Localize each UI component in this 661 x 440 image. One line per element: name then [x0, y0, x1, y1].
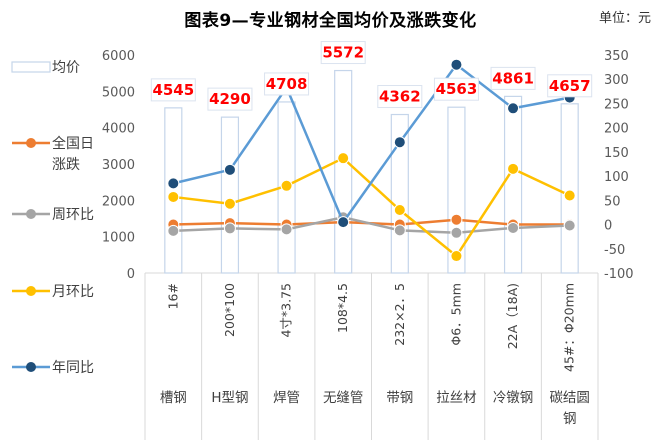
category-spec-label: 108*4.5 [335, 283, 350, 333]
left-tick-label: 0 [127, 267, 135, 282]
lines [167, 58, 576, 263]
category-spec-label: 16# [165, 283, 180, 309]
left-tick-label: 5000 [102, 85, 135, 100]
weekly-change-point [450, 226, 463, 239]
legend-label: 月环比 [52, 284, 94, 300]
weekly-change-point [223, 222, 236, 235]
data-label-box [377, 85, 423, 109]
chart-title: 图表9—专业钢材全国均价及涨跌变化 [184, 11, 477, 31]
yearly-change-point [223, 163, 236, 176]
yearly-change-point [450, 58, 463, 71]
legend-swatch-price [11, 61, 51, 73]
yearly-change-line [173, 62, 570, 225]
category-name-label: 拉丝材 [436, 390, 477, 406]
category-name-label: 带钢 [386, 390, 413, 406]
category-name-label: H型钢 [211, 390, 248, 406]
data-label: 4708 [266, 75, 308, 93]
right-tick-label: 300 [604, 73, 629, 88]
legend-label: 均价 [52, 60, 80, 76]
yearly-change-point [337, 216, 350, 229]
weekly-change-line [173, 216, 570, 235]
data-label: 4362 [379, 88, 421, 106]
legend-label: 年同比 [52, 360, 94, 376]
weekly-change-point [167, 224, 180, 237]
monthly-change-point [223, 197, 236, 210]
data-label: 4563 [436, 80, 478, 98]
weekly-change-point [563, 219, 576, 232]
bar-price [503, 95, 523, 274]
axes: 0 1000 2000 3000 4000 5000 6000 -100 -50 0 50 100 15… [102, 49, 634, 440]
data-label-box [264, 72, 310, 96]
monthly-change-point [450, 250, 463, 263]
right-tick-label: -100 [604, 267, 634, 282]
left-tick-label: 4000 [102, 122, 135, 137]
left-tick-label: 3000 [102, 158, 135, 173]
monthly-change-point [280, 179, 293, 192]
data-label-box [547, 74, 593, 98]
category-spec-label: Φ6．5mm [448, 283, 463, 346]
data-label-box [207, 87, 253, 111]
data-label-box [150, 78, 196, 102]
monthly-change-point [393, 204, 406, 217]
bar-price [560, 103, 579, 274]
right-tick-label: 50 [604, 194, 621, 209]
data-label-box [490, 66, 536, 90]
right-tick-label: 200 [604, 122, 629, 137]
bar-price [334, 69, 353, 274]
right-tick-label: 350 [604, 49, 629, 64]
daily-change-point [450, 213, 463, 226]
left-tick-label: 2000 [102, 194, 135, 209]
category-spec-label: 4寸*3.75 [279, 283, 294, 338]
legend-swatch-marker [26, 138, 36, 148]
yearly-change-point [167, 177, 180, 190]
category-spec-label: 45#：Φ20mm [562, 283, 577, 372]
legend-label: 涨跌 [52, 157, 80, 173]
data-label-box [433, 77, 479, 101]
data-label: 4545 [152, 81, 194, 99]
category-spec-label: 200*100 [222, 283, 237, 337]
data-label: 4657 [549, 77, 591, 95]
data-labels: 4545 4290 4708 5572 4362 4563 4861 4657 [150, 41, 593, 111]
right-tick-label: 250 [604, 97, 629, 112]
bar-price [220, 116, 240, 274]
category-spec-label: 22A（18A) [505, 283, 520, 349]
category-name-label: 焊管 [273, 390, 300, 406]
legend-swatch-marker [26, 362, 36, 372]
category-name-label: 无缝管 [323, 390, 364, 406]
right-tick-label: -50 [604, 243, 625, 258]
right-tick-label: 150 [604, 146, 629, 161]
yearly-change-point [393, 136, 406, 149]
category-name-label: 钢 [563, 411, 577, 427]
monthly-change-point [507, 162, 520, 175]
category-name-label: 槽钢 [160, 390, 187, 406]
legend-swatch-marker [26, 286, 36, 296]
weekly-change-point [393, 224, 406, 237]
weekly-change-point [280, 223, 293, 236]
yearly-change-point [507, 102, 520, 115]
category-axis: 16# 槽钢 200*100 H型钢 4寸*3.75 焊管 108*4.5 无缝管 232×2．… [160, 283, 590, 427]
monthly-change-point [563, 189, 576, 202]
monthly-change-point [167, 190, 180, 203]
monthly-change-point [337, 152, 350, 165]
category-name-label: 碳结圆 [549, 390, 590, 406]
left-tick-label: 1000 [102, 231, 135, 246]
data-label: 4861 [492, 69, 534, 87]
right-tick-label: 0 [604, 219, 612, 234]
data-label: 5572 [322, 44, 364, 62]
bar-price [164, 107, 183, 274]
legend-label: 周环比 [52, 207, 94, 223]
legend-swatch-marker [26, 209, 36, 219]
weekly-change-point [507, 221, 520, 234]
category-spec-label: 232×2．5 [392, 283, 407, 346]
left-tick-label: 6000 [102, 49, 135, 64]
data-label-box [320, 41, 366, 65]
unit-label: 单位：元 [598, 11, 651, 26]
category-name-label: 冷镦钢 [493, 390, 534, 406]
legend-label: 全国日 [52, 135, 94, 152]
right-tick-label: 100 [604, 170, 629, 185]
data-label: 4290 [209, 90, 251, 108]
